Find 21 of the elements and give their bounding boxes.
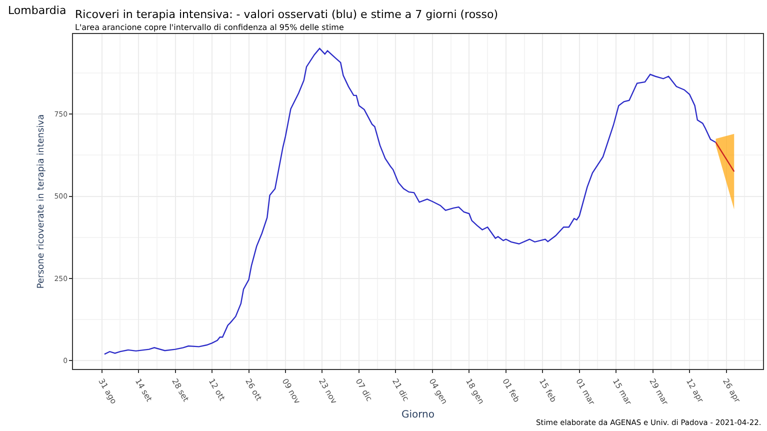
x-tick-label: 04 gen <box>427 377 449 406</box>
chart-title: Ricoveri in terapia intensiva: - valori osservati (blu) e stime a 7 giorni (rosso) <box>75 8 498 21</box>
text: Lombardia <box>8 4 66 17</box>
x-tick-label: 31 ago <box>96 377 118 406</box>
x-tick-label: 14 set <box>133 377 154 404</box>
x-tick-label: 26 ott <box>244 377 264 402</box>
chart-subtitle: L'area arancione copre l'intervallo di confidenza al 95% delle stime <box>75 23 344 32</box>
y-axis-title: Persone ricoverate in terapia intensiva <box>36 114 47 289</box>
x-axis-title: Giorno <box>401 410 435 421</box>
x-tick-label: 15 feb <box>537 377 558 404</box>
x-tick-label: 12 apr <box>684 377 706 405</box>
x-tick-label: 18 gen <box>464 377 486 406</box>
x-tick-label: 12 ott <box>206 377 227 402</box>
x-tick-label: 23 nov <box>317 377 339 406</box>
x-tick-label: 01 feb <box>500 377 522 404</box>
x-tick-label: 26 apr <box>721 377 742 405</box>
x-tick-label: 09 nov <box>280 377 302 406</box>
x-tick-label: 28 set <box>170 377 190 404</box>
x-tick-label: 21 dic <box>390 377 411 403</box>
line-series <box>104 48 716 355</box>
x-tick-label: 07 dic <box>354 377 374 403</box>
